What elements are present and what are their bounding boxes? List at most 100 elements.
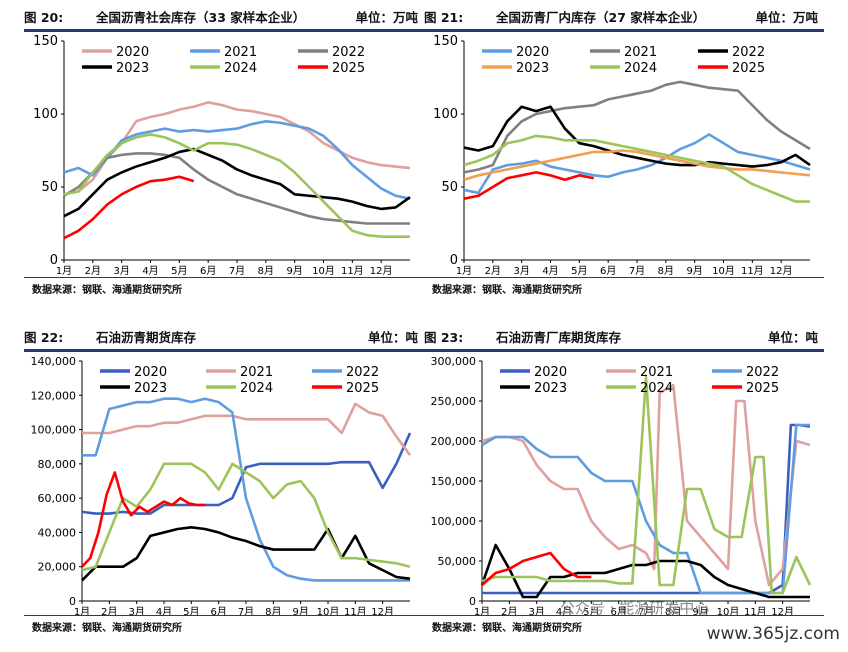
y-tick-label: 100,000 [431,515,477,528]
figure-number: 图 20: [24,9,64,25]
x-tick-label: 3月 [128,606,144,615]
y-tick-label: 0 [469,595,476,608]
x-tick-label: 6月 [600,265,616,277]
series-line-2021 [63,120,411,200]
x-tick-label: 11月 [744,606,767,615]
legend-label-2022: 2022 [746,365,779,380]
legend-label-2023: 2023 [516,61,549,76]
panel-title-bar: 图 21: 全国沥青厂内库存（27 家样本企业） 单位：万吨 [424,5,824,27]
x-tick-label: 3月 [528,606,544,615]
wechat-watermark: 公众号 · 能源研发中心 [560,599,710,617]
y-tick-label: 250,000 [431,395,477,408]
series-line-2020 [463,133,811,195]
legend-label-2021: 2021 [240,365,273,380]
x-tick-label: 6月 [200,265,216,277]
x-tick-label: 9月 [292,606,308,615]
legend-label-2025: 2025 [332,61,365,76]
y-tick-label: 20,000 [38,561,77,574]
x-tick-label: 2月 [501,606,517,615]
x-tick-label: 9月 [286,265,302,277]
series-line-2022 [481,423,810,595]
x-tick-label: 8月 [265,606,281,615]
series-line-2024 [81,462,411,572]
legend-label-2025: 2025 [746,381,779,396]
series-line-2020 [81,432,412,515]
series-line-2025 [463,171,595,200]
series-line-2025 [81,471,205,568]
chart-panel-21: 图 21: 全国沥青厂内库存（27 家样本企业） 单位：万吨 0 50 100 150… [424,5,824,305]
x-tick-label: 12月 [370,265,393,277]
series-line-2023 [480,543,810,599]
y-tick-label: 100,000 [31,424,77,437]
legend-label-2020: 2020 [516,45,549,60]
legend-label-2020: 2020 [534,365,567,380]
panel-title-bar: 图 23: 石油沥青厂库期货库存 单位：吨 [424,325,824,347]
y-tick-label: 150 [33,34,58,49]
x-tick-label: 4月 [156,606,172,615]
legend-label-2022: 2022 [732,45,765,60]
legend-label-2020: 2020 [116,45,149,60]
x-tick-label: 7月 [229,265,245,277]
x-tick-label: 10月 [712,265,735,277]
x-tick-label: 10月 [717,606,740,615]
source-divider [24,277,424,278]
legend-label-2021: 2021 [224,45,257,60]
y-tick-label: 50 [441,180,458,195]
chart-title: 石油沥青期货库存 [96,329,197,345]
y-tick-label: 150 [433,34,458,49]
series-line-2020 [482,423,811,595]
panel-title-bar: 图 20: 全国沥青社会库存（33 家样本企业） 单位：万吨 [24,5,424,27]
legend-label-2024: 2024 [224,61,257,76]
x-tick-label: 1月 [56,265,72,277]
x-tick-label: 10月 [317,606,340,615]
series-line-2021 [463,80,811,174]
x-tick-label: 5月 [183,606,199,615]
x-tick-label: 5月 [171,265,187,277]
chart-panel-20: 图 20: 全国沥青社会库存（33 家样本企业） 单位：万吨 0 50 100 150… [24,5,424,305]
legend-label-2023: 2023 [534,381,567,396]
source-divider [24,615,424,616]
y-tick-label: 100 [33,107,58,122]
source-note: 数据来源：钢联、海通期货研究所 [32,623,182,634]
x-tick-label: 8月 [258,265,274,277]
chart-title: 石油沥青厂库期货库存 [496,329,622,345]
source-divider [424,277,824,278]
x-tick-label: 4月 [542,265,558,277]
series-line-2024 [481,375,812,595]
legend-label-2025: 2025 [732,61,765,76]
series-line-2025 [63,175,195,240]
y-tick-label: 150,000 [431,475,477,488]
title-divider [424,29,824,32]
y-tick-label: 0 [69,595,76,608]
x-tick-label: 2月 [85,265,101,277]
figure-number: 图 22: [24,329,64,345]
inventory-line-chart: 0 50 100 150 1月 2月 3月 4月 5月 6月 7月 8月 9月 10月 11月 12月 2020… [433,34,811,277]
legend-label-2021: 2021 [640,365,673,380]
legend-label-2024: 2024 [624,61,657,76]
x-tick-label: 1月 [74,606,90,615]
unit-label: 单位：吨 [367,329,418,345]
unit-label: 单位：吨 [767,329,818,345]
unit-label: 单位：万吨 [355,9,418,25]
y-tick-label: 120,000 [31,389,77,402]
series-line-2021 [82,402,412,457]
series-line-2024 [463,134,810,203]
x-tick-label: 9月 [686,265,702,277]
legend-label-2020: 2020 [134,365,167,380]
y-tick-label: 50,000 [438,555,477,568]
y-tick-label: 0 [50,253,58,268]
x-tick-label: 12月 [770,265,793,277]
y-tick-label: 40,000 [38,526,77,539]
chart-title: 全国沥青厂内库存（27 家样本企业） [496,9,706,25]
y-tick-label: 140,000 [31,355,77,368]
x-tick-label: 11月 [344,606,367,615]
x-tick-label: 11月 [741,265,764,277]
source-note: 数据来源：钢联、海通期货研究所 [32,285,182,296]
series-line-2023 [63,147,411,218]
series-line-2024 [63,133,410,238]
x-tick-label: 12月 [371,606,394,615]
series-line-2022 [63,152,410,225]
x-tick-label: 7月 [629,265,645,277]
x-tick-label: 3月 [113,265,129,277]
inventory-line-chart: 0 20,000 40,000 60,000 80,000 100,000 120,000 1… [31,355,412,615]
